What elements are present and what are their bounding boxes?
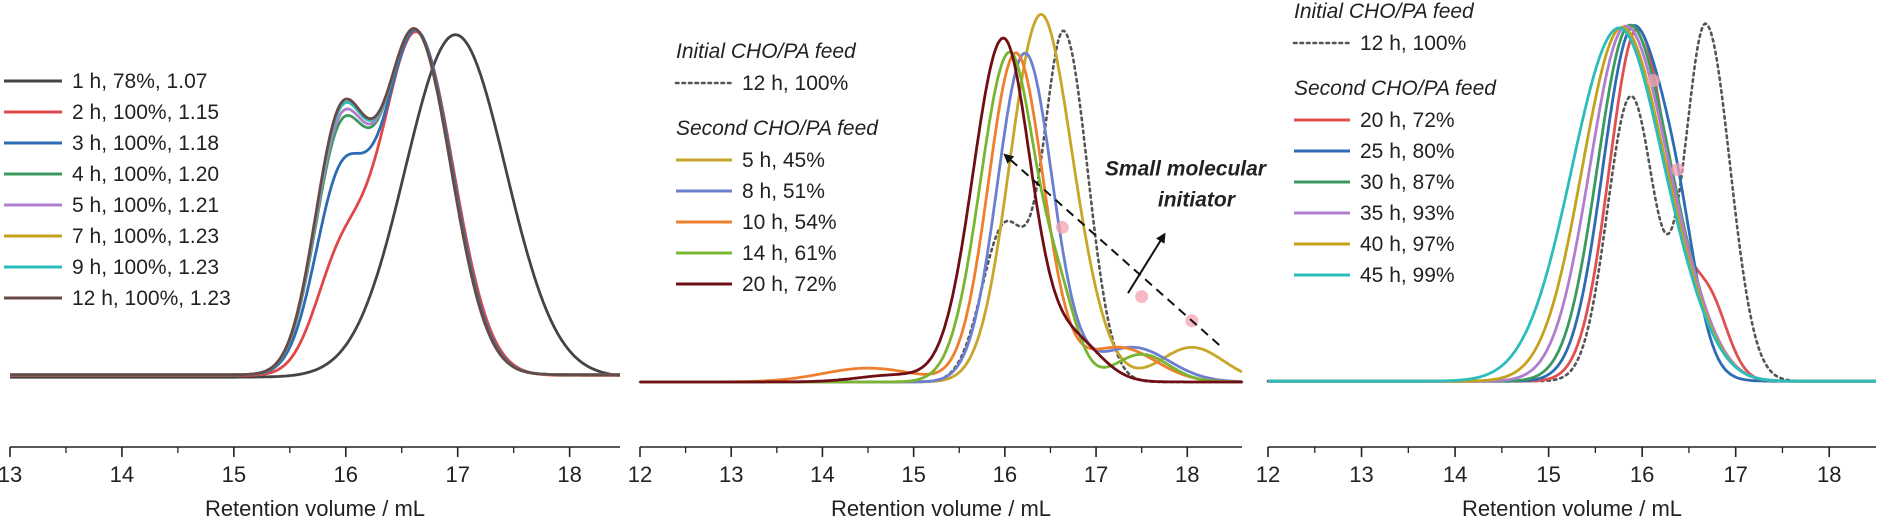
legend-label: 2 h, 100%, 1.15 — [72, 101, 219, 124]
x-tick-label: 13 — [1349, 462, 1373, 487]
legend-title: Initial CHO/PA feed — [1294, 0, 1475, 23]
legend-label: 12 h, 100% — [1360, 32, 1466, 55]
legend-label: 5 h, 100%, 1.21 — [72, 194, 219, 217]
legend-label: 30 h, 87% — [1360, 171, 1455, 194]
x-axis-label: Retention volume / mL — [831, 496, 1051, 519]
legend-title: Initial CHO/PA feed — [676, 40, 857, 63]
legend-label: 9 h, 100%, 1.23 — [72, 256, 219, 279]
legend-label: 20 h, 72% — [742, 273, 837, 296]
legend-label: 14 h, 61% — [742, 242, 837, 265]
annotation-text: Small molecular — [1105, 158, 1268, 181]
series-line-3 — [640, 51, 1242, 384]
legend-label: 7 h, 100%, 1.23 — [72, 225, 219, 248]
x-axis-label: Retention volume / mL — [205, 496, 425, 519]
x-tick-label: 14 — [110, 462, 134, 487]
legend-label: 35 h, 93% — [1360, 202, 1455, 225]
chart-panel-middle: 12 13 14 15 16 17 18 Retention volume / mL Initi… — [628, 12, 1268, 519]
legend-label: 20 h, 72% — [1360, 109, 1455, 132]
legend-label: 4 h, 100%, 1.20 — [72, 163, 219, 186]
x-axis-label: Retention volume / mL — [1462, 496, 1682, 519]
annotation-text: initiator — [1158, 189, 1237, 212]
x-tick-label: 16 — [1630, 462, 1654, 487]
x-tick-label: 15 — [222, 462, 246, 487]
series-line-1 — [640, 12, 1243, 384]
x-tick-label: 13 — [0, 462, 22, 487]
legend-label: 25 h, 80% — [1360, 140, 1455, 163]
highlight-marker — [1671, 162, 1685, 176]
chart-panel-left: 13 14 15 16 17 18 Retention volume / mL 1 h, 78… — [0, 27, 621, 519]
legend-label: 10 h, 54% — [742, 211, 837, 234]
legend-label: 5 h, 45% — [742, 149, 825, 172]
highlight-marker — [1055, 220, 1069, 234]
legend-label: 40 h, 97% — [1360, 233, 1455, 256]
legend-label: 3 h, 100%, 1.18 — [72, 132, 219, 155]
legend-label: 1 h, 78%, 1.07 — [72, 70, 207, 93]
legend-label: 8 h, 51% — [742, 180, 825, 203]
series-line-0 — [10, 33, 621, 379]
x-tick-label: 18 — [1817, 462, 1841, 487]
trend-arrow — [1003, 153, 1220, 346]
x-tick-label: 14 — [1443, 462, 1467, 487]
legend-label: 12 h, 100%, 1.23 — [72, 287, 231, 310]
highlight-marker — [1646, 74, 1660, 87]
x-tick-label: 16 — [993, 462, 1017, 487]
series-line-6 — [1268, 26, 1876, 383]
series-line-7 — [10, 27, 620, 377]
x-tick-label: 15 — [1536, 462, 1560, 487]
x-tick-label: 16 — [334, 462, 358, 487]
series-line-4 — [640, 50, 1242, 384]
series-line-2 — [640, 51, 1243, 384]
x-tick-label: 15 — [901, 462, 925, 487]
legend-title: Second CHO/PA feed — [1294, 77, 1497, 100]
x-tick-label: 12 — [628, 462, 652, 487]
legend-label: 45 h, 99% — [1360, 264, 1455, 287]
x-tick-label: 13 — [719, 462, 743, 487]
x-tick-label: 18 — [557, 462, 581, 487]
legend-label: 12 h, 100% — [742, 72, 848, 95]
annotation-arrow — [1127, 232, 1166, 294]
x-tick-label: 17 — [1723, 462, 1747, 487]
x-tick-label: 12 — [1256, 462, 1280, 487]
x-tick-label: 17 — [1084, 462, 1108, 487]
legend-title: Second CHO/PA feed — [676, 117, 879, 140]
x-tick-label: 14 — [810, 462, 834, 487]
highlight-marker — [1135, 290, 1149, 304]
chart-panel-right: 12 13 14 15 16 17 18 Retention volume / mL Initi… — [1256, 0, 1878, 519]
x-tick-label: 17 — [445, 462, 469, 487]
series-line-5 — [640, 36, 1242, 384]
x-tick-label: 18 — [1175, 462, 1199, 487]
